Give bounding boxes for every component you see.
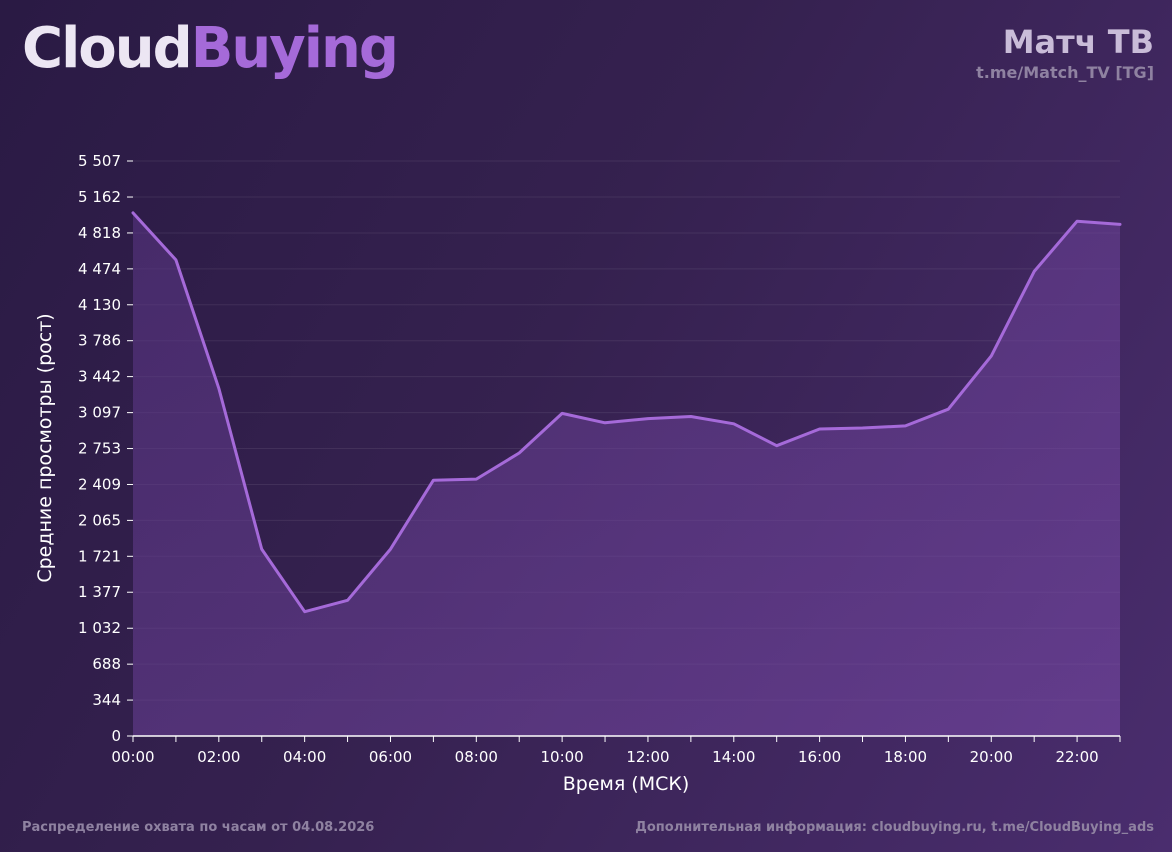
brand-logo-part2: Buying [190, 16, 399, 81]
x-tick-label: 10:00 [541, 748, 584, 766]
y-tick-label: 3 786 [78, 332, 121, 350]
x-tick-label: 04:00 [283, 748, 326, 766]
x-axis-label: Время (МСК) [563, 773, 690, 795]
y-tick-label: 688 [92, 655, 121, 673]
y-tick-label: 4 130 [78, 296, 121, 314]
brand-logo-part1: Cloud [22, 16, 193, 81]
x-tick-label: 18:00 [884, 748, 927, 766]
y-tick-label: 1 032 [78, 619, 121, 637]
y-tick-label: 3 442 [78, 368, 121, 386]
brand-logo: CloudBuying [22, 14, 399, 84]
series-line [131, 211, 1122, 614]
y-tick-label: 1 721 [78, 547, 121, 565]
channel-info: Матч ТВ t.me/Match_TV [TG] [976, 22, 1154, 84]
channel-handle: t.me/Match_TV [TG] [976, 63, 1154, 82]
x-tick-label: 02:00 [197, 748, 240, 766]
x-tick-label: 06:00 [369, 748, 412, 766]
y-tick-label: 5 162 [78, 188, 121, 206]
area-fill [133, 212, 1120, 736]
y-tick-label: 1 377 [78, 583, 121, 601]
y-tick-label: 2 753 [78, 440, 121, 458]
y-tick-label: 4 474 [78, 260, 121, 278]
x-tick-labels: 00:00 02:00 04:00 06:00 08:00 10:00 12:00 14:00… [111, 736, 1121, 766]
x-tick-label: 12:00 [626, 748, 669, 766]
y-axis-label: Средние просмотры (рост) [34, 313, 56, 582]
x-tick-label: 14:00 [712, 748, 755, 766]
x-tick-label: 08:00 [455, 748, 498, 766]
y-tick-label: 4 818 [78, 224, 121, 242]
y-tick-label: 2 065 [78, 511, 121, 529]
footer-links: Дополнительная информация: cloudbuying.r… [635, 820, 1154, 835]
x-tick-label: 00:00 [111, 748, 154, 766]
y-tick-label: 5 507 [78, 152, 121, 170]
y-tick-labels: 0 344 688 1 032 1 377 1 721 2 065 2 409 2 753 3 0… [78, 152, 133, 745]
x-tick-label: 20:00 [970, 748, 1013, 766]
x-tick-label: 16:00 [798, 748, 841, 766]
footer-description: Распределение охвата по часам от 04.08.2… [22, 820, 375, 835]
x-tick-label: 22:00 [1055, 748, 1098, 766]
y-tick-label: 344 [92, 691, 121, 709]
y-tick-label: 2 409 [78, 475, 121, 493]
y-tick-label: 3 097 [78, 404, 121, 422]
y-tick-label: 0 [111, 727, 121, 745]
channel-name: Матч ТВ [1002, 23, 1154, 61]
